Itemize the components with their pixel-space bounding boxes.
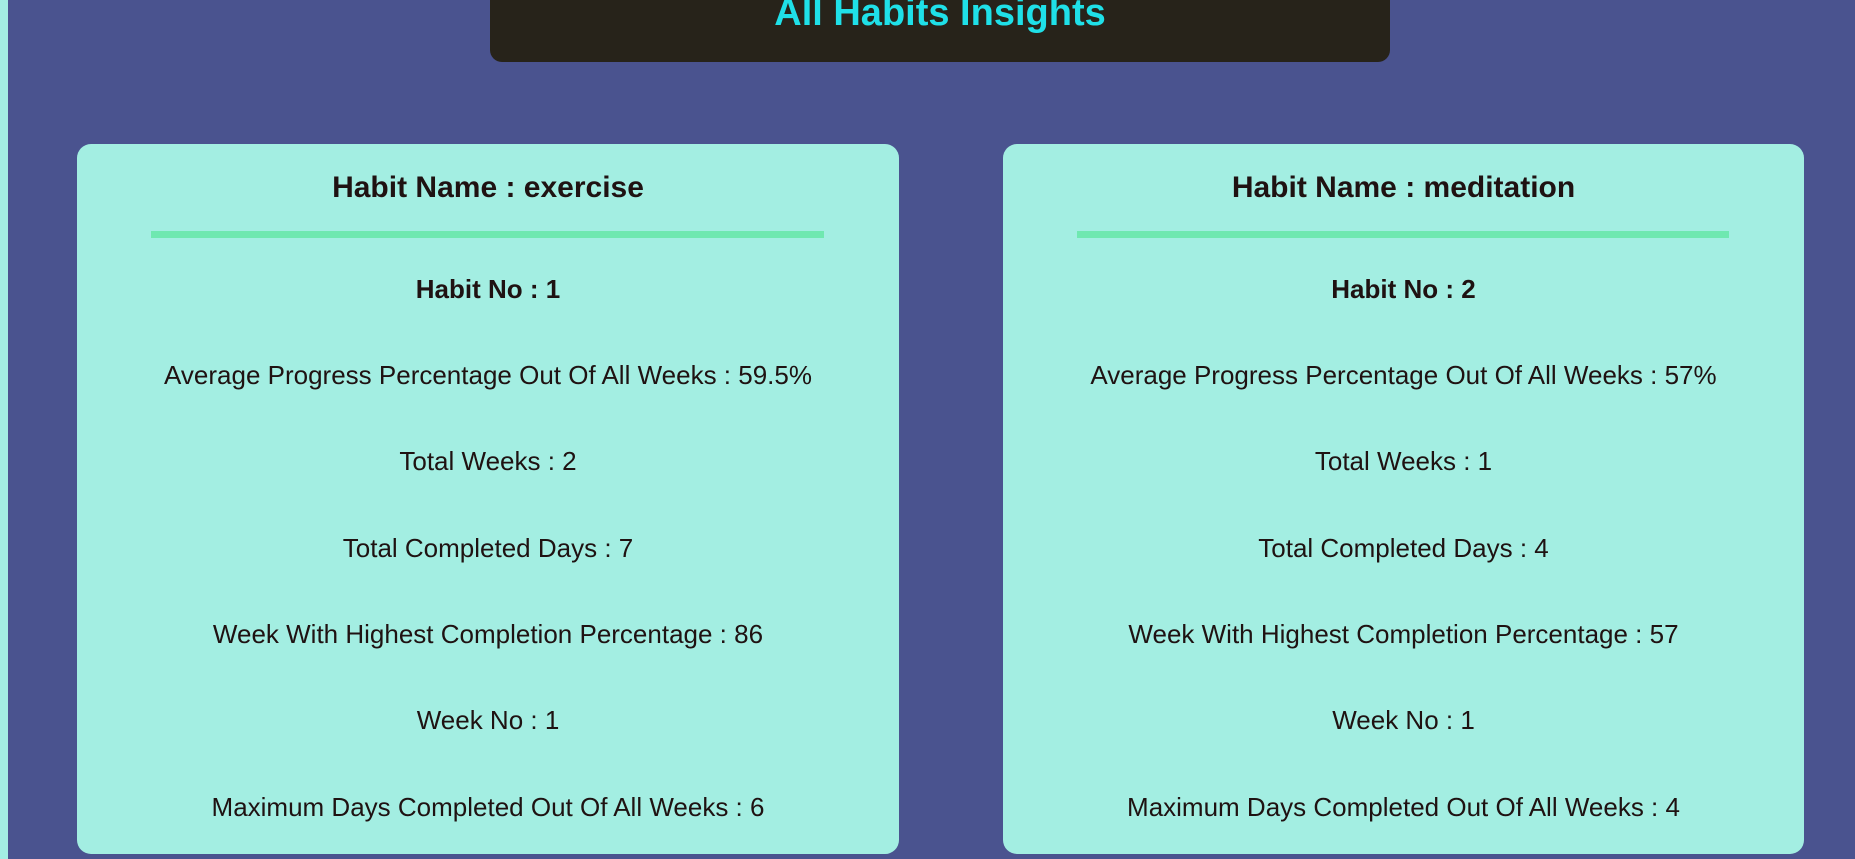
title-bar: All Habits Insights bbox=[490, 0, 1390, 62]
habit-divider bbox=[151, 231, 824, 238]
habit-number: Habit No : 1 bbox=[415, 274, 561, 304]
maximum-days-completed: Maximum Days Completed Out Of All Weeks … bbox=[211, 792, 765, 822]
habit-card-meditation: Habit Name : meditation Habit No : 2 Ave… bbox=[1003, 144, 1804, 854]
habit-name: Habit Name : meditation bbox=[1231, 171, 1576, 204]
habit-number: Habit No : 2 bbox=[1331, 274, 1476, 304]
total-weeks: Total Weeks : 1 bbox=[1314, 446, 1493, 476]
insights-page: All Habits Insights Habit Name : exercis… bbox=[8, 0, 1855, 859]
habit-name: Habit Name : exercise bbox=[332, 171, 644, 204]
left-edge-strip bbox=[0, 0, 8, 859]
maximum-days-completed: Maximum Days Completed Out Of All Weeks … bbox=[1127, 792, 1680, 822]
highest-completion-week: Week With Highest Completion Percentage … bbox=[1128, 619, 1679, 649]
week-number: Week No : 1 bbox=[1332, 705, 1475, 735]
total-weeks: Total Weeks : 2 bbox=[399, 446, 577, 476]
habit-divider bbox=[1077, 231, 1729, 238]
week-number: Week No : 1 bbox=[416, 705, 560, 735]
total-completed-days: Total Completed Days : 4 bbox=[1258, 533, 1549, 563]
page-title: All Habits Insights bbox=[774, 0, 1106, 34]
total-completed-days: Total Completed Days : 7 bbox=[342, 533, 634, 563]
average-progress: Average Progress Percentage Out Of All W… bbox=[1090, 360, 1717, 390]
highest-completion-week: Week With Highest Completion Percentage … bbox=[212, 619, 764, 649]
average-progress: Average Progress Percentage Out Of All W… bbox=[164, 360, 812, 390]
habit-card-exercise: Habit Name : exercise Habit No : 1 Avera… bbox=[77, 144, 899, 854]
